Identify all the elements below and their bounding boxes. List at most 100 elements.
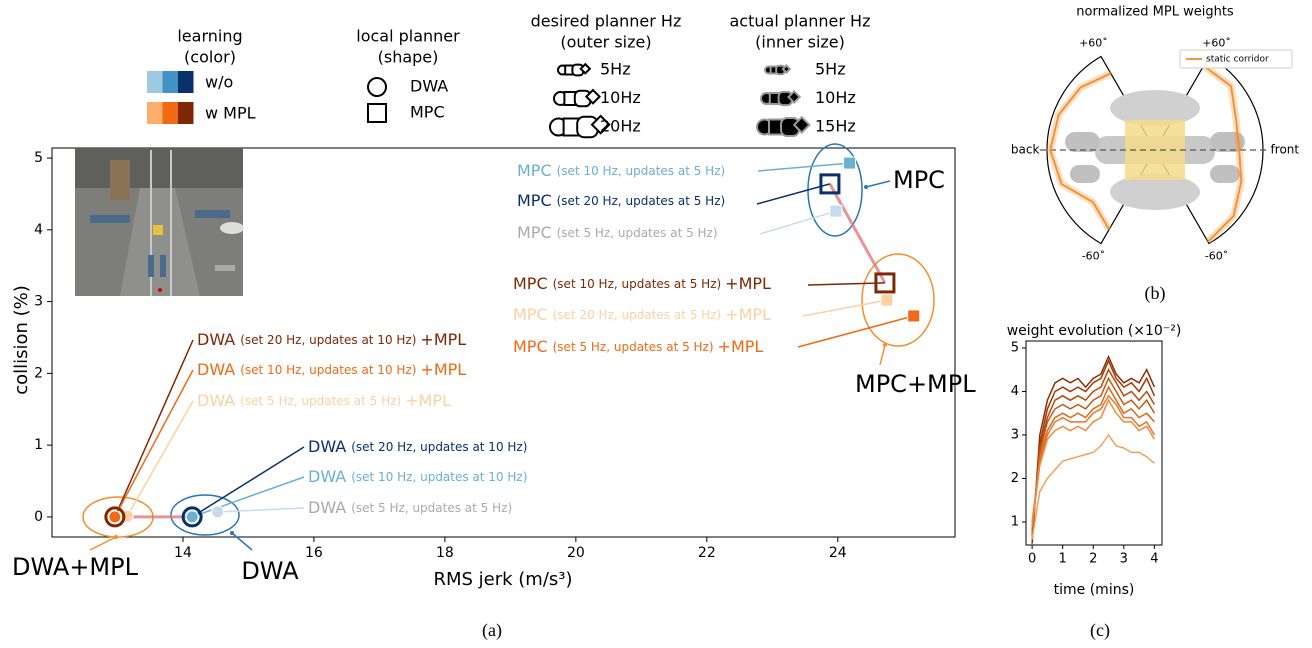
group-ellipse xyxy=(862,254,934,346)
point-label: MPC(set 10 Hz, updates at 5 Hz)+MPL xyxy=(513,274,771,293)
label-detail: (set 5 Hz, updates at 5 Hz) xyxy=(351,501,512,515)
group-arrow xyxy=(866,181,890,187)
y-tick-label: 0 xyxy=(34,509,43,525)
leader-line xyxy=(115,370,193,517)
x-tick-label: 4 xyxy=(1150,552,1158,567)
x-tick-label: 16 xyxy=(305,545,323,561)
x-tick-label: 1 xyxy=(1059,552,1067,567)
legend-title: (color) xyxy=(184,48,236,67)
theta-tick-label: back xyxy=(1011,143,1040,157)
label-suffix: +MPL xyxy=(725,274,771,293)
leader-line xyxy=(760,211,836,234)
legend-label: 15Hz xyxy=(815,117,856,136)
x-tick-label: 0 xyxy=(1028,552,1036,567)
x-tick-label: 22 xyxy=(698,545,716,561)
x-tick-label: 3 xyxy=(1120,552,1128,567)
legend-label: w MPL xyxy=(205,104,256,123)
theta-tick-label: front xyxy=(1271,143,1300,157)
planner-name: MPC xyxy=(513,274,548,293)
group-label: DWA xyxy=(241,557,299,585)
planner-name: MPC xyxy=(517,191,552,210)
group-arrow-head xyxy=(114,535,118,539)
legend-label: 5Hz xyxy=(815,60,846,79)
leader-line xyxy=(798,316,914,347)
line xyxy=(1032,387,1154,526)
line xyxy=(1032,400,1154,526)
legend-shape xyxy=(368,78,386,96)
label-suffix: +MPL xyxy=(420,330,466,349)
legend-label: w/o xyxy=(205,73,233,92)
group-arrow xyxy=(880,345,885,365)
y-tick-label: 4 xyxy=(34,222,43,238)
theta-tick-label: -60˚ xyxy=(1082,250,1105,263)
x-tick-label: 24 xyxy=(829,545,847,561)
point-label: MPC (set 10 Hz, updates at 5 Hz) xyxy=(517,161,725,180)
legend-title: local planner xyxy=(356,27,460,46)
caption: (c) xyxy=(1090,620,1110,641)
y-tick-label: 2 xyxy=(1011,471,1019,486)
point-label: DWA(set 10 Hz, updates at 10 Hz) xyxy=(308,467,527,486)
line xyxy=(1032,435,1154,539)
point-label: DWA (set 20 Hz, updates at 10 Hz) +MPL xyxy=(197,330,466,349)
label-detail: (set 20 Hz, updates at 10 Hz) xyxy=(351,440,527,454)
leader-line xyxy=(808,283,885,285)
figure: 141618202224012345RMS jerk (m/s³)collisi… xyxy=(0,0,1312,648)
label-detail: (set 20 Hz, updates at 5 Hz) xyxy=(553,308,722,322)
legend-swatch xyxy=(147,102,163,124)
point-label: DWA (set 5 Hz, updates at 5 Hz) xyxy=(308,498,512,517)
point-label: DWA(set 10 Hz, updates at 10 Hz)+MPL xyxy=(197,360,466,379)
planner-name: MPC xyxy=(513,305,548,324)
y-tick-label: 3 xyxy=(34,294,43,310)
planner-name: DWA xyxy=(308,437,346,456)
planner-name: MPC xyxy=(513,337,548,356)
marker xyxy=(830,205,842,217)
robot-part xyxy=(1210,165,1240,183)
legend-swatch xyxy=(147,71,163,93)
legend-label: 10Hz xyxy=(600,88,641,107)
planner-name: DWA xyxy=(308,498,346,517)
line xyxy=(1032,361,1154,539)
legend-swatch xyxy=(163,102,179,124)
label-suffix: +MPL xyxy=(405,391,451,410)
planner-name: DWA xyxy=(197,330,235,349)
point-label: MPC(set 5 Hz, updates at 5 Hz) xyxy=(517,223,718,242)
label-detail: (set 20 Hz, updates at 10 Hz) xyxy=(240,333,416,347)
group-label: MPC xyxy=(893,166,945,194)
x-axis-label: RMS jerk (m/s³) xyxy=(433,569,572,590)
planner-name: DWA xyxy=(197,360,235,379)
connector xyxy=(830,184,885,283)
label-suffix: +MPL xyxy=(718,337,764,356)
marker xyxy=(186,511,198,523)
robot-part xyxy=(1065,132,1100,152)
leader-line xyxy=(218,508,304,512)
robot-part xyxy=(1070,165,1100,183)
legend-label: DWA xyxy=(410,77,448,96)
marker xyxy=(212,506,224,518)
legend-title: desired planner Hz xyxy=(531,12,682,31)
y-tick-label: 5 xyxy=(34,150,43,166)
x-tick-label: 18 xyxy=(436,545,454,561)
y-tick-label: 1 xyxy=(1011,514,1019,529)
planner-name: MPC xyxy=(517,161,552,180)
planner-name: MPC xyxy=(517,223,552,242)
theta-tick-label: +60˚ xyxy=(1202,36,1231,49)
planner-name: DWA xyxy=(308,467,346,486)
legend-label: static corridor xyxy=(1206,55,1269,65)
leader-line xyxy=(115,340,193,517)
legend-label: 10Hz xyxy=(815,88,856,107)
legend-label: 20Hz xyxy=(600,117,641,136)
label-detail: (set 20 Hz, updates at 5 Hz) xyxy=(557,194,726,208)
group-arrow xyxy=(90,537,116,550)
group-ellipse xyxy=(171,495,239,535)
label-detail: (set 5 Hz, updates at 5 Hz) xyxy=(553,340,714,354)
group-arrow-head xyxy=(864,185,868,189)
y-tick-label: 4 xyxy=(1011,384,1019,399)
group-arrow-head xyxy=(883,343,887,347)
caption: (a) xyxy=(482,620,502,641)
legend-title: (outer size) xyxy=(560,33,651,52)
marker xyxy=(881,294,893,306)
y-axis-label: collision (%) xyxy=(11,285,32,395)
point-label: DWA (set 20 Hz, updates at 10 Hz) xyxy=(308,437,527,456)
label-detail: (set 10 Hz, updates at 5 Hz) xyxy=(557,164,726,178)
theta-tick-label: +60˚ xyxy=(1079,36,1108,49)
